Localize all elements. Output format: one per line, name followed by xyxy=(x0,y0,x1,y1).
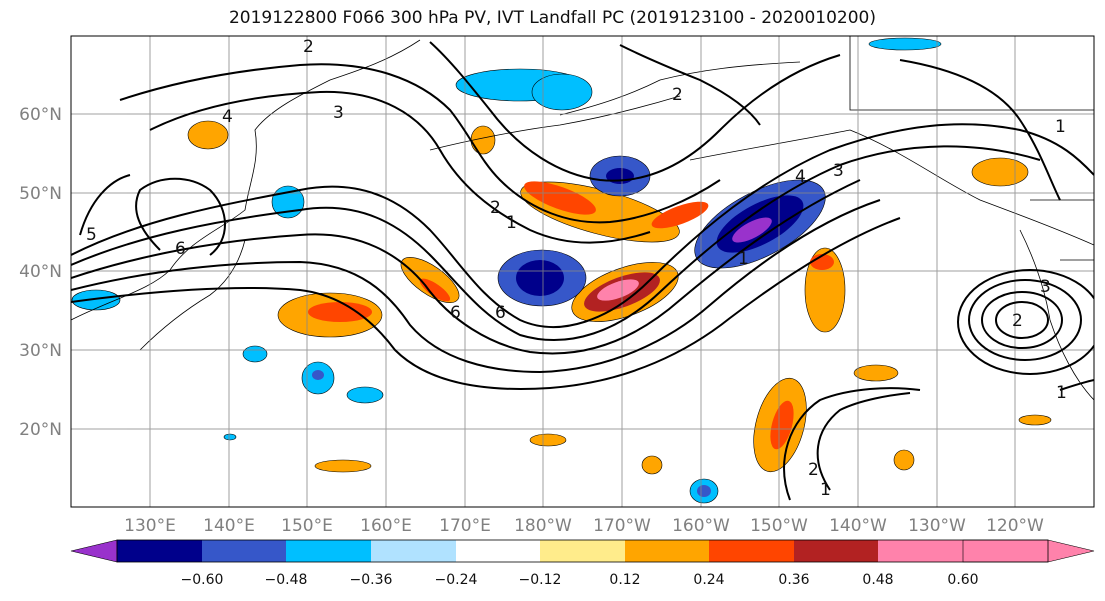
lon-label: 180°W xyxy=(514,516,572,536)
colorbar-tick-label: 0.36 xyxy=(778,572,809,588)
colorbar-swatch xyxy=(878,540,963,562)
lon-label: 150°W xyxy=(750,516,808,536)
colorbar-tick-label: −0.48 xyxy=(265,572,308,588)
contour-label: 1 xyxy=(506,213,517,233)
colorbar-tick-label: 0.48 xyxy=(862,572,893,588)
lon-label: 170°W xyxy=(593,516,651,536)
ivt-contours xyxy=(71,41,1094,501)
contour-label: 6 xyxy=(450,303,461,323)
contour-label: 6 xyxy=(175,239,186,259)
colorbar-tick-label: 0.12 xyxy=(609,572,640,588)
contour-label-group: 2 3 4 5 6 1 2 6 6 3 4 1 1 2 1 3 2 1 2 xyxy=(86,37,1067,500)
contour-label: 2 xyxy=(1012,311,1023,331)
contour-label: 1 xyxy=(1056,383,1067,403)
lon-label: 140°E xyxy=(203,516,255,536)
lon-label: 130°W xyxy=(908,516,966,536)
colorbar-tick-label: 0.24 xyxy=(693,572,724,588)
colorbar-tick-label: −0.24 xyxy=(435,572,478,588)
lat-label: 20°N xyxy=(19,420,62,440)
shaded-field xyxy=(71,37,1052,504)
contour-label: 2 xyxy=(808,460,819,480)
colorbar-swatch xyxy=(794,540,878,562)
lon-label: 160°E xyxy=(360,516,412,536)
contour-label: 1 xyxy=(738,249,749,269)
contour-label: 5 xyxy=(86,225,97,245)
contour-label: 4 xyxy=(795,167,806,187)
contour-label: 1 xyxy=(1055,117,1066,137)
lon-label: 170°E xyxy=(439,516,491,536)
lat-label: 60°N xyxy=(19,105,62,125)
colorbar-tick-label: −0.36 xyxy=(350,572,393,588)
contour-label: 4 xyxy=(222,107,233,127)
lon-label: 160°W xyxy=(672,516,730,536)
colorbar-arrow-left xyxy=(70,539,118,563)
colorbar-swatch xyxy=(286,540,371,562)
map-frame xyxy=(70,35,1095,508)
contour-label: 6 xyxy=(495,303,506,323)
contour-label: 2 xyxy=(303,37,314,57)
colorbar-tick-label: −0.12 xyxy=(519,572,562,588)
colorbar-swatch xyxy=(371,540,456,562)
lat-label: 40°N xyxy=(19,262,62,282)
lat-label: 30°N xyxy=(19,341,62,361)
contour-label: 2 xyxy=(672,85,683,105)
lon-label: 130°E xyxy=(124,516,176,536)
contour-label: 2 xyxy=(490,198,501,218)
colorbar-border xyxy=(116,539,1049,563)
colorbar: −0.60 −0.48 −0.36 −0.24 −0.12 0.12 0.24 … xyxy=(70,539,1095,588)
contour-label: 3 xyxy=(333,103,344,123)
contour-label: 3 xyxy=(1040,277,1051,297)
lon-label: 150°E xyxy=(281,516,333,536)
colorbar-tick-label: 0.60 xyxy=(947,572,978,588)
lat-label: 50°N xyxy=(19,184,62,204)
longitude-labels: 130°E 140°E 150°E 160°E 170°E 180°W 170°… xyxy=(124,516,1044,536)
colorbar-swatch xyxy=(117,540,202,562)
map-title: 2019122800 F066 300 hPa PV, IVT Landfall… xyxy=(228,8,876,28)
colorbar-swatch xyxy=(540,540,625,562)
contour-label: 3 xyxy=(833,161,844,181)
colorbar-swatch xyxy=(202,540,286,562)
gridlines xyxy=(71,36,1094,507)
colorbar-arrow-right xyxy=(962,539,1095,563)
colorbar-swatch xyxy=(625,540,709,562)
colorbar-swatch xyxy=(456,540,540,562)
contour-label: 1 xyxy=(820,480,831,500)
lon-label: 140°W xyxy=(829,516,887,536)
colorbar-swatch xyxy=(709,540,794,562)
colorbar-tick-label: −0.60 xyxy=(181,572,224,588)
lon-label: 120°W xyxy=(986,516,1044,536)
latitude-labels: 60°N 50°N 40°N 30°N 20°N xyxy=(19,105,62,440)
